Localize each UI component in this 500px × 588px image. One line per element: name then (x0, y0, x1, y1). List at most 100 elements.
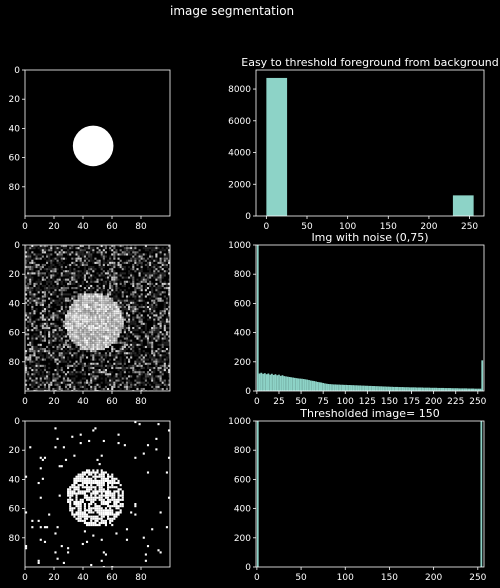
noise-pixel (123, 375, 126, 378)
noise-pixel (27, 291, 30, 294)
noise-pixel (39, 266, 42, 269)
noise-pixel (149, 373, 152, 376)
noise-pixel (117, 322, 120, 325)
y-tick-label: 20 (9, 446, 21, 456)
noise-pixel (140, 329, 143, 332)
histogram-bar (343, 384, 346, 391)
noise-pixel (52, 259, 55, 262)
noise-pixel (83, 266, 86, 269)
noise-pixel (161, 341, 164, 344)
noise-pixel (75, 387, 78, 391)
noise-pixel (54, 287, 57, 290)
histogram-bar (279, 375, 282, 391)
noise-pixel (79, 312, 82, 315)
noise-pixel (117, 297, 120, 300)
noise-pixel (117, 303, 120, 306)
noise-pixel (111, 339, 114, 342)
noise-pixel (92, 280, 95, 283)
noise-pixel (58, 360, 61, 363)
noise-pixel (35, 324, 38, 327)
threshold-pixel (25, 475, 28, 478)
y-tick-label: 40 (9, 124, 21, 134)
noise-pixel (31, 383, 34, 386)
noise-pixel (75, 381, 78, 384)
noise-pixel (115, 280, 118, 283)
noise-pixel (58, 261, 61, 264)
noise-pixel (94, 358, 97, 361)
noise-pixel (113, 377, 116, 380)
threshold-pixel (81, 481, 84, 485)
noise-pixel (69, 308, 72, 311)
noise-pixel (43, 358, 47, 361)
noise-pixel (159, 369, 162, 372)
noise-pixel (144, 274, 147, 277)
noise-pixel (167, 333, 170, 336)
y-tick-label: 60 (9, 154, 21, 164)
threshold-pixel (90, 484, 93, 487)
noise-pixel (83, 274, 86, 277)
noise-pixel (111, 297, 114, 300)
noise-pixel (96, 251, 99, 254)
histogram-bar (424, 387, 427, 391)
threshold-pixel (111, 475, 114, 478)
noise-pixel (111, 366, 114, 370)
noise-pixel (37, 301, 40, 304)
noise-pixel (62, 274, 65, 277)
noise-pixel (140, 316, 143, 319)
noise-pixel (149, 251, 152, 254)
noise-pixel (125, 387, 129, 391)
noise-pixel (151, 373, 154, 376)
noise-pixel (130, 257, 133, 260)
noise-pixel (37, 263, 40, 267)
hist_noisy-axes (256, 245, 484, 391)
noise-pixel (52, 287, 55, 290)
noise-pixel (43, 369, 47, 372)
noise-pixel (60, 287, 63, 290)
noise-pixel (98, 261, 101, 264)
noise-pixel (144, 354, 147, 357)
noise-pixel (159, 371, 162, 374)
noise-pixel (157, 297, 160, 300)
noise-pixel (79, 305, 82, 309)
noise-pixel (71, 383, 74, 386)
noise-pixel (123, 385, 126, 388)
noise-pixel (75, 320, 78, 323)
noise-pixel (94, 295, 97, 298)
histogram-bar (336, 384, 339, 391)
noise-pixel (163, 305, 166, 309)
noise-pixel (128, 331, 131, 334)
noise-pixel (27, 335, 30, 338)
noise-pixel (155, 329, 158, 332)
noise-pixel (50, 354, 53, 357)
noise-pixel (157, 291, 160, 294)
noise-pixel (92, 318, 95, 321)
noise-pixel (109, 379, 112, 382)
noise-pixel (29, 320, 32, 323)
noise-pixel (138, 337, 141, 340)
threshold-pixel (123, 444, 126, 447)
noise-pixel (88, 282, 91, 285)
noise-pixel (98, 251, 101, 254)
noise-pixel (43, 339, 47, 342)
noise-pixel (96, 289, 99, 292)
threshold-pixel (96, 505, 99, 508)
noise-pixel (128, 379, 131, 382)
noise-pixel (31, 287, 34, 290)
noise-pixel (81, 322, 84, 325)
noise-pixel (64, 278, 68, 281)
noise-pixel (69, 341, 72, 344)
y-tick-label: 20 (9, 95, 21, 105)
noise-pixel (73, 337, 76, 340)
noise-pixel (37, 352, 40, 355)
threshold-pixel (113, 500, 116, 503)
noise-pixel (60, 352, 63, 355)
noise-pixel (102, 249, 105, 252)
noise-pixel (88, 289, 91, 292)
noise-pixel (149, 345, 152, 349)
threshold-pixel (157, 423, 160, 426)
noise-pixel (140, 358, 143, 361)
noise-pixel (71, 390, 74, 391)
threshold-pixel (102, 521, 105, 525)
noise-pixel (151, 333, 154, 336)
noise-pixel (90, 348, 93, 351)
